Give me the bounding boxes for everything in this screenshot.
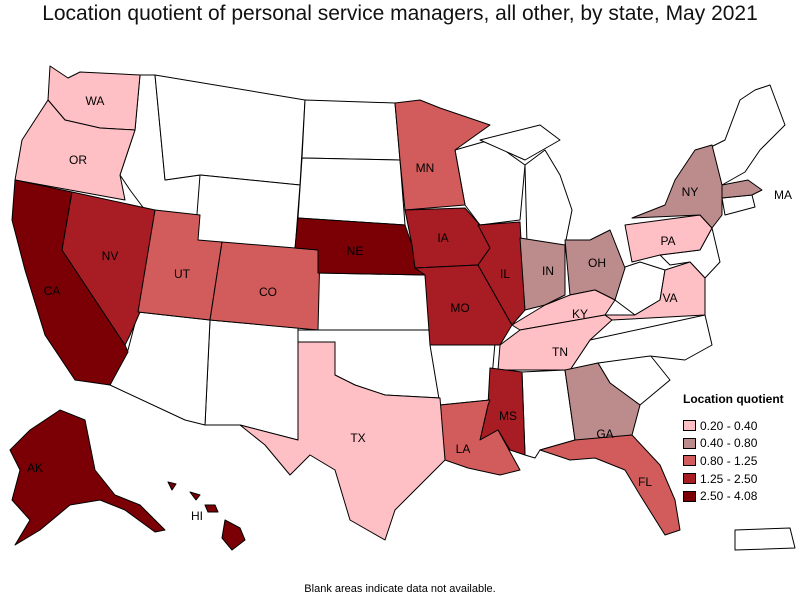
label-ms: MS: [499, 409, 517, 423]
state-ar: [429, 342, 496, 406]
label-fl: FL: [638, 475, 652, 489]
label-pa: PA: [660, 234, 675, 248]
label-tn: TN: [552, 345, 568, 359]
label-il: IL: [500, 267, 510, 281]
state-ks: [317, 272, 433, 331]
label-mn: MN: [416, 161, 435, 175]
legend-label: 0.80 - 1.25: [700, 453, 758, 468]
state-co: [209, 241, 321, 331]
state-mn: [394, 99, 491, 211]
state-va: [604, 261, 706, 321]
legend-swatch: [683, 437, 696, 449]
legend-label: 1.25 - 2.50: [700, 471, 758, 486]
map-svg: WA OR CA NV UT CO NE MN IA MO IL IN OH K…: [9, 65, 796, 551]
state-la: [439, 399, 521, 476]
label-nv: NV: [102, 249, 119, 263]
legend-item: 0.20 - 0.40: [683, 417, 784, 435]
legend-label: 0.20 - 0.40: [700, 418, 758, 433]
label-ak: AK: [27, 461, 43, 475]
state-labels: WA OR CA NV UT CO NE MN IA MO IL IN OH K…: [27, 94, 792, 523]
legend-item: 1.25 - 2.50: [683, 470, 784, 488]
label-la: LA: [456, 442, 471, 456]
us-choropleth-map: WA OR CA NV UT CO NE MN IA MO IL IN OH K…: [0, 40, 800, 580]
legend-swatch: [683, 473, 696, 485]
label-hi: HI: [191, 509, 203, 523]
map-legend: Location quotient 0.20 - 0.40 0.40 - 0.8…: [683, 392, 784, 505]
state-or: [14, 99, 136, 201]
legend-label: 2.50 - 4.08: [700, 489, 758, 504]
map-title: Location quotient of personal service ma…: [42, 2, 758, 25]
footnote: Blank areas indicate data not available.: [304, 583, 496, 595]
state-wy: [194, 174, 301, 251]
state-mt: [154, 74, 306, 186]
label-in: IN: [542, 264, 554, 278]
state-ma: [721, 179, 763, 199]
label-ma: MA: [774, 188, 792, 202]
state-ny: [631, 144, 723, 229]
state-nm: [204, 319, 299, 441]
legend-title: Location quotient: [683, 392, 784, 406]
legend-item: 0.80 - 1.25: [683, 452, 784, 470]
label-or: OR: [69, 153, 87, 167]
legend-swatch: [683, 490, 696, 502]
label-ny: NY: [682, 185, 699, 199]
label-wa: WA: [86, 94, 105, 108]
state-ne: [294, 217, 426, 276]
label-ky: KY: [572, 307, 588, 321]
label-va: VA: [662, 291, 677, 305]
label-ut: UT: [174, 267, 191, 281]
state-il: [477, 221, 526, 326]
label-mo: MO: [450, 301, 469, 315]
legend-item: 2.50 - 4.08: [683, 487, 784, 505]
label-ia: IA: [437, 231, 448, 245]
label-co: CO: [259, 285, 277, 299]
state-in: [519, 237, 566, 311]
state-nd: [301, 99, 401, 161]
legend-swatch: [683, 455, 696, 467]
label-ga: GA: [596, 427, 613, 441]
state-hi: [167, 481, 246, 551]
label-ca: CA: [44, 284, 61, 298]
label-oh: OH: [588, 256, 606, 270]
state-sd: [297, 157, 406, 226]
label-ne: NE: [347, 244, 364, 258]
legend-label: 0.40 - 0.80: [700, 436, 758, 451]
state-ak: [9, 409, 166, 546]
legend-swatch: [683, 420, 696, 432]
label-tx: TX: [350, 431, 365, 445]
state-fl: [539, 434, 681, 536]
legend-item: 0.40 - 0.80: [683, 435, 784, 453]
state-pr: [734, 527, 796, 551]
state-tx: [239, 341, 446, 541]
